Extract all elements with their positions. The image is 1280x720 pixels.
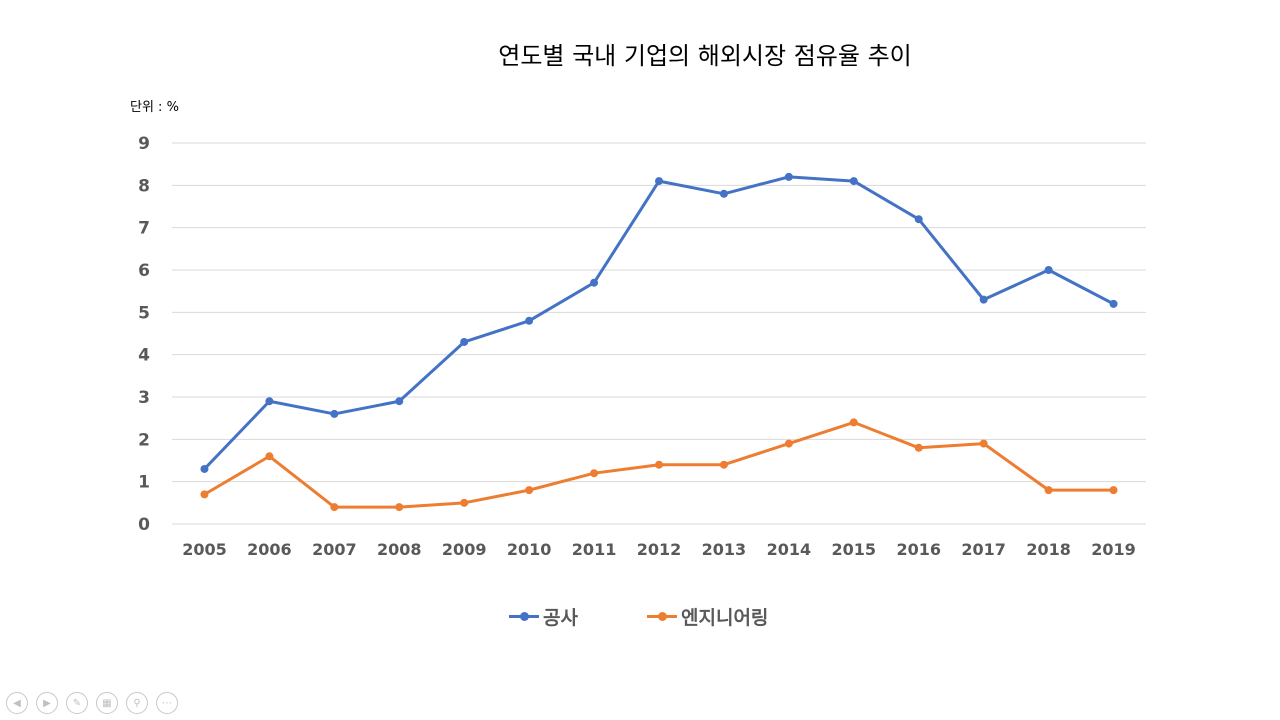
legend-swatch-series-1 — [509, 612, 539, 621]
y-tick-label: 6 — [138, 261, 150, 281]
data-point-series-1 — [330, 409, 339, 418]
x-tick-label: 2016 — [896, 540, 941, 559]
zoom-icon[interactable]: ⚲ — [126, 692, 148, 714]
data-point-series-1 — [1109, 299, 1118, 308]
y-tick-label: 4 — [138, 346, 150, 366]
x-tick-label: 2018 — [1026, 540, 1071, 559]
data-point-series-2 — [655, 460, 663, 469]
data-point-series-1 — [655, 177, 663, 186]
data-point-series-1 — [849, 177, 858, 186]
x-tick-label: 2019 — [1091, 540, 1136, 559]
legend-swatch-series-2 — [647, 612, 677, 621]
legend-item-series-2: 엔지니어링 — [647, 603, 768, 630]
y-tick-label: 7 — [138, 219, 150, 239]
data-point-series-1 — [460, 337, 469, 346]
data-point-series-2 — [525, 486, 534, 495]
data-point-series-1 — [979, 295, 988, 304]
data-point-series-1 — [914, 215, 923, 224]
data-point-series-1 — [265, 397, 274, 406]
slideshow-controls: ◀ ▶ ✎ ▦ ⚲ ⋯ — [6, 692, 178, 714]
chevron-left-icon[interactable]: ◀ — [6, 692, 28, 714]
x-tick-label: 2015 — [832, 540, 877, 559]
data-point-series-2 — [849, 418, 858, 427]
data-point-series-2 — [460, 498, 469, 507]
data-point-series-2 — [1109, 486, 1118, 495]
data-point-series-2 — [330, 503, 339, 512]
pen-icon[interactable]: ✎ — [66, 692, 88, 714]
x-tick-label: 2007 — [312, 540, 357, 559]
data-point-series-1 — [590, 278, 599, 287]
y-tick-label: 1 — [138, 473, 150, 493]
y-tick-label: 2 — [138, 430, 150, 450]
data-point-series-2 — [200, 490, 209, 499]
x-tick-label: 2013 — [702, 540, 747, 559]
chart-title: 연도별 국내 기업의 해외시장 점유율 추이 — [498, 42, 912, 70]
y-axis-ticks: 0 1 2 3 4 5 6 7 8 9 — [138, 134, 150, 535]
data-point-series-2 — [979, 439, 988, 448]
data-point-series-2 — [395, 503, 404, 512]
data-point-series-2 — [719, 460, 728, 469]
chevron-right-icon[interactable]: ▶ — [36, 692, 58, 714]
data-point-series-1 — [200, 464, 209, 473]
x-tick-label: 2009 — [442, 540, 487, 559]
data-point-series-2 — [1044, 486, 1053, 495]
legend-item-series-1: 공사 — [509, 603, 578, 630]
x-tick-label: 2008 — [377, 540, 422, 559]
x-tick-label: 2014 — [767, 540, 812, 559]
gridlines — [172, 142, 1146, 525]
y-tick-label: 8 — [138, 176, 150, 196]
series-lines — [200, 172, 1118, 512]
x-tick-label: 2005 — [182, 540, 227, 559]
y-tick-label: 5 — [138, 303, 150, 323]
data-point-series-1 — [395, 397, 404, 406]
y-tick-label: 0 — [138, 515, 150, 535]
x-tick-label: 2012 — [637, 540, 682, 559]
unit-label: 단위 : % — [130, 100, 179, 115]
data-point-series-2 — [590, 469, 599, 478]
more-icon[interactable]: ⋯ — [156, 692, 178, 714]
x-axis-ticks: 2005 2006 2007 2008 2009 2010 2011 2012 2013 2014… — [182, 540, 1136, 559]
data-point-series-2 — [914, 443, 923, 452]
y-tick-label: 9 — [138, 134, 150, 154]
slides-icon[interactable]: ▦ — [96, 692, 118, 714]
x-tick-label: 2017 — [961, 540, 1006, 559]
series-line-1 — [202, 175, 1116, 471]
data-point-series-2 — [265, 452, 274, 461]
legend-label-series-2: 엔지니어링 — [681, 607, 769, 629]
data-point-series-1 — [784, 172, 793, 181]
x-tick-label: 2011 — [572, 540, 617, 559]
x-tick-label: 2010 — [507, 540, 552, 559]
data-point-series-1 — [719, 189, 728, 198]
y-tick-label: 3 — [138, 388, 150, 408]
x-tick-label: 2006 — [247, 540, 292, 559]
legend-label-series-1: 공사 — [543, 607, 578, 629]
data-point-series-2 — [784, 439, 793, 448]
data-point-series-1 — [1044, 266, 1053, 274]
data-point-series-1 — [525, 316, 534, 325]
